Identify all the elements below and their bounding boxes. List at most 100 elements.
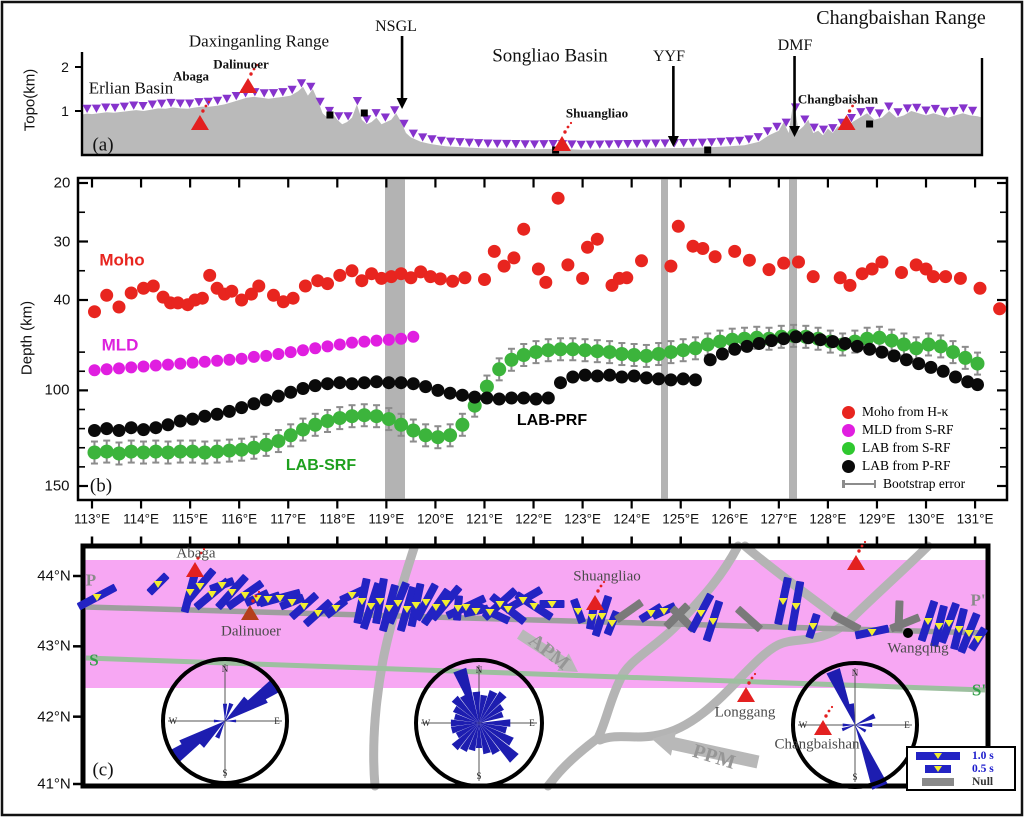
panel-b-letter: (b) [89,475,113,497]
x-tick-label: 121°E [466,511,503,527]
shuangliao-label-c: Shuangliao [573,568,641,585]
lat-tick-label: 44°N [37,567,71,585]
volcano-icon [190,115,209,130]
songliao-basin-label: Songliao Basin [492,45,608,67]
bar-05s-icon [925,764,951,773]
legend-item-lab-srf: LAB from S-RF [842,439,965,457]
rose-compass-label: E [274,716,280,726]
rose-compass-label: W [799,720,808,730]
legend-label: LAB from S-RF [862,440,951,455]
error-bar-icon [842,480,876,488]
topography-area [82,86,983,154]
lat-tick-label: 41°N [37,775,71,793]
panel-c-letter: (c) [92,759,114,781]
volcano-icon [737,687,755,702]
x-tick-label: 130°E [907,511,945,527]
volcano-icon [837,115,856,130]
legend-item-null: Null [910,775,1012,788]
x-tick-label: 129°E [858,511,896,527]
volcano-icon [586,595,604,610]
rose-compass-label: N [476,665,483,675]
series-mld-from-s-rf [88,330,420,377]
arrow-head-icon [667,136,679,147]
rose-diagram: N W E S [414,658,544,788]
volcano-icon [241,605,259,620]
panel-a-volcanoes [190,63,857,151]
rose-compass-label: N [852,668,859,678]
station-triangle-icon [934,765,942,772]
panel-c-frame [80,543,991,789]
topo-tick-label: 1 [61,103,69,119]
wangqing-label: Wangqing [887,640,949,657]
legend-label: Null [972,775,994,788]
depth-tick-label: 30 [53,233,71,250]
legend-label: Bootstrap error [883,476,966,491]
legend-item-moho: Moho from H-κ [842,403,965,421]
panel-b-frame [76,176,1009,502]
erlian-basin-label: Erlian Basin [88,78,174,98]
bar-station-triangles [92,581,983,643]
moho-series-label: Moho [99,250,145,270]
rose-diagram: N W E S [791,661,919,790]
bar-1s-icon [916,751,960,760]
profile-p-line [85,604,986,636]
changbaishan-label-a: Changbaishan [797,91,879,107]
profile-s-label: S [89,650,99,670]
profile-p-prime-label: P' [970,590,986,610]
river-line [595,541,933,745]
profile-p-label: P [85,570,97,590]
x-tick-label: 115°E [172,511,209,527]
bar-null-icon [922,777,954,786]
x-tick-label: 117°E [270,511,307,527]
x-tick-label: 131°E [956,511,994,527]
volcano-icon [239,78,258,93]
shuangliao-label-a: Shuangliao [565,105,629,121]
topo-tick-label: 2 [61,59,69,75]
rose-compass-label: S [476,771,481,781]
x-tick-label: 128°E [809,511,847,527]
topo-axis-label: Topo(km) [21,68,39,132]
mld-dot-icon [842,423,855,437]
panel-a-axis [80,52,984,157]
x-tick-label: 127°E [760,511,798,527]
abaga-label-a: Abaga [172,68,210,84]
depth-legend: Moho from H-κ MLD from S-RF LAB from S-R… [842,403,965,493]
x-tick-label: 116°E [221,511,258,527]
rose-compass-label: N [222,664,229,674]
legend-item-1s: 1.0 s [910,749,1012,762]
moho-dot-icon [842,405,855,419]
rose-diagram: N W E S [161,657,289,785]
lat-tick-label: 42°N [37,708,71,726]
station-triangle-icon [934,752,942,759]
panel-a [75,52,984,157]
legend-label: MLD from S-RF [862,422,954,437]
rose-compass-label: W [422,718,431,728]
legend-label: 0.5 s [972,762,994,775]
legend-item-bootstrap: Bootstrap error [842,475,965,493]
lab-prf-dot-icon [842,459,855,473]
x-tick-label: 126°E [711,511,749,527]
rose-diagrams: N W E S N W E S N W E S [161,657,919,790]
rose-compass-label: E [529,718,535,728]
legend-item-05s: 0.5 s [910,762,1012,775]
panel-a-letter: (a) [92,134,114,156]
depth-tick-label: 40 [53,291,71,309]
arrow-head-icon [789,126,801,137]
depth-tick-label: 150 [44,477,70,495]
legend-label: 1.0 s [972,749,994,762]
dmf-label: DMF [777,37,813,54]
volcano-icon [186,562,204,577]
lab-srf-series-label: LAB-SRF [285,457,357,474]
yyf-label: YYF [652,48,686,65]
arrow-head-icon [396,98,408,109]
panel-c-volcanoes [186,540,913,735]
profile-s-prime-label: S' [971,680,987,700]
river-line [543,541,743,791]
ppm-arrow-icon [652,731,760,769]
volcano-icon [847,555,865,570]
legend-label: LAB from P-RF [862,458,951,473]
apm-arrow-icon [517,629,578,672]
legend-item-mld: MLD from S-RF [842,421,965,439]
